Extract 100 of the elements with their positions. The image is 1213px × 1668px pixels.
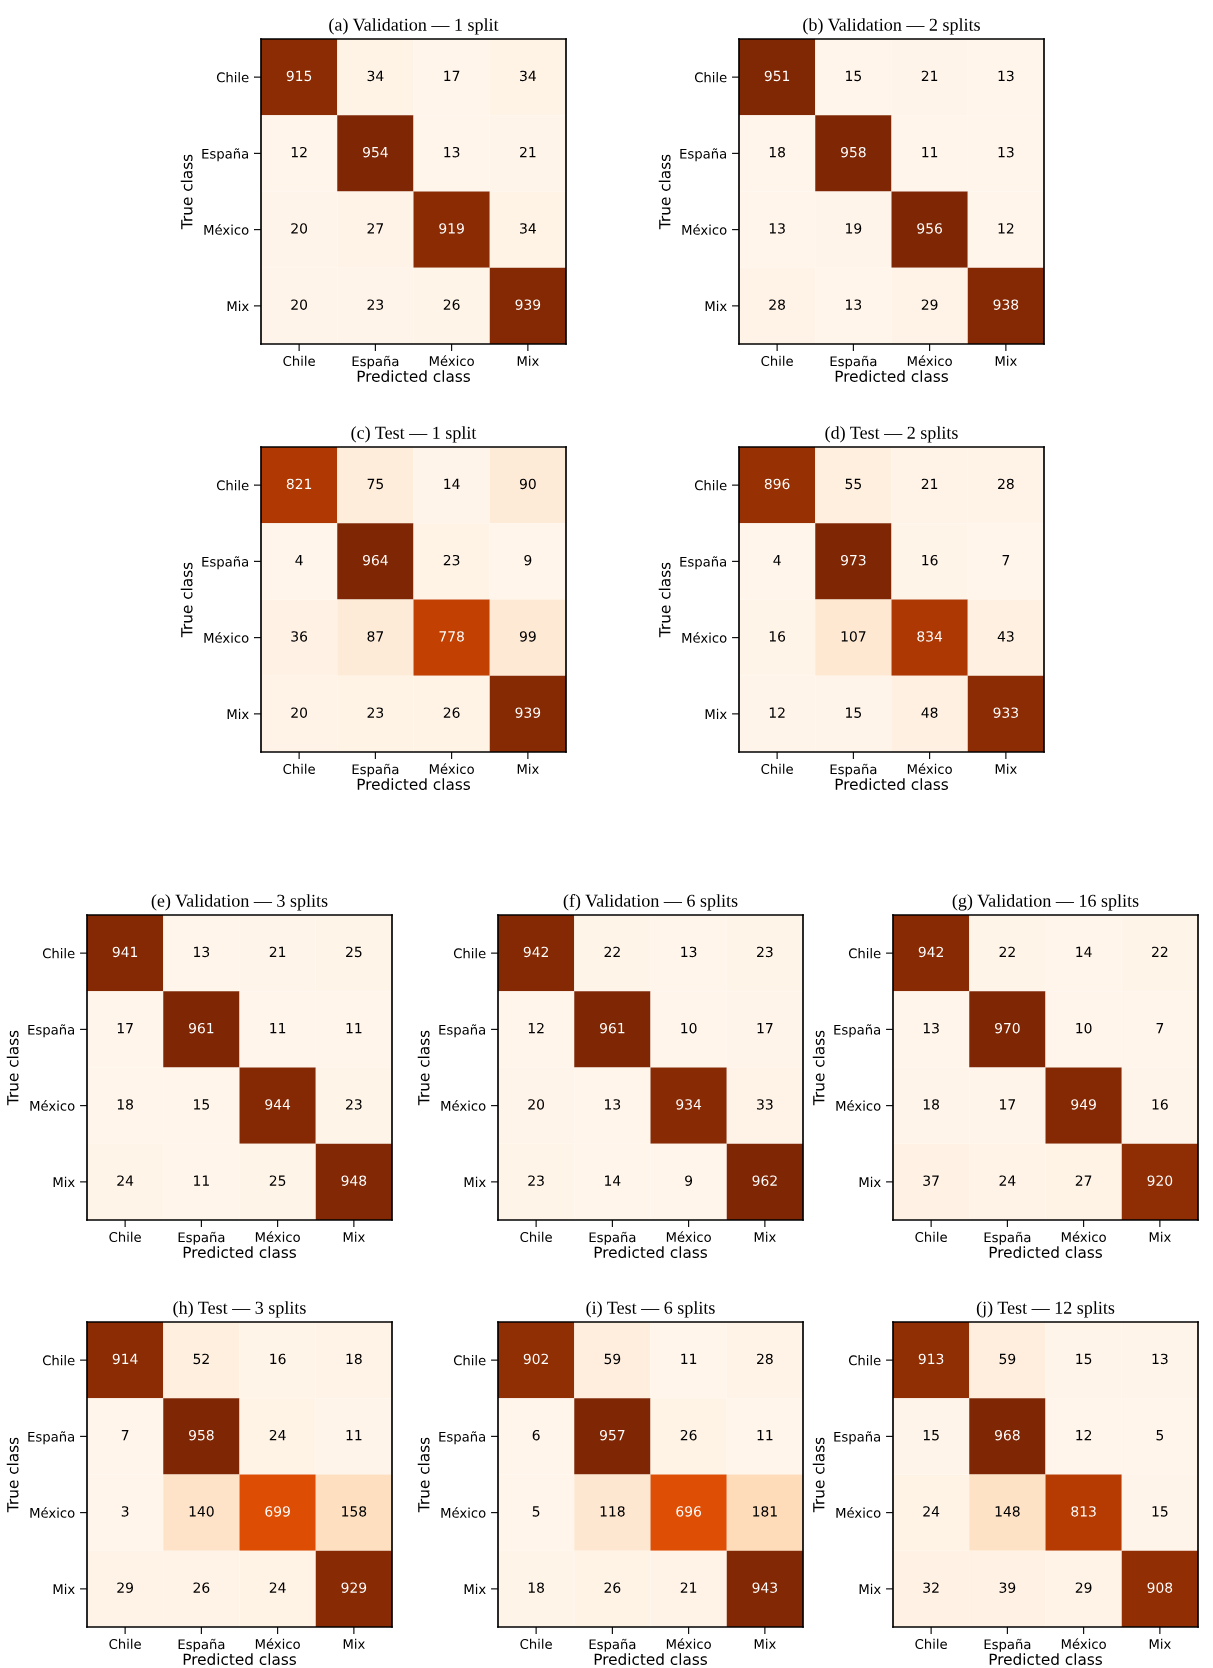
y-tick-label: Chile: [453, 948, 486, 959]
data-label: 13: [681, 946, 697, 958]
y-tick-label: Mix: [227, 300, 249, 311]
y-tick-label: México: [30, 1507, 75, 1518]
data-label: 29: [1075, 1582, 1092, 1593]
x-tick-label: Mix: [343, 1231, 365, 1242]
y-tick-label: Chile: [453, 1355, 486, 1366]
y-tick-label: España: [834, 1024, 880, 1038]
x-tick-label: Chile: [915, 1231, 947, 1243]
data-label: 59: [999, 1353, 1016, 1365]
x-tick-label: Mix: [995, 763, 1017, 774]
data-label: 902: [523, 1353, 548, 1365]
data-label: 34: [367, 70, 384, 82]
x-axis-title: Predicted class: [183, 1246, 296, 1259]
y-tick-label: Chile: [694, 72, 727, 83]
x-tick-label: Chile: [520, 1231, 552, 1243]
y-tick-label: España: [439, 1431, 485, 1445]
data-label: 39: [999, 1582, 1016, 1593]
data-label: 99: [519, 631, 536, 642]
data-label: 3: [121, 1506, 129, 1517]
data-label: 9: [524, 554, 532, 566]
data-label: 140: [189, 1506, 214, 1517]
y-axis-title: True class: [417, 1030, 430, 1106]
chart-title: (g) Validation — 16 splits: [952, 894, 1139, 911]
data-label: 27: [367, 223, 384, 234]
data-label: 951: [764, 70, 790, 82]
data-label: 24: [117, 1175, 134, 1186]
data-label: 942: [918, 946, 943, 958]
x-tick-label: México: [429, 355, 474, 367]
data-label: 22: [604, 946, 620, 957]
data-label: 944: [265, 1099, 291, 1110]
data-label: 954: [362, 146, 388, 158]
data-label: 778: [439, 631, 464, 642]
data-label: 813: [1071, 1506, 1096, 1517]
data-label: 933: [993, 707, 1019, 718]
x-tick-label: Mix: [754, 1638, 776, 1649]
data-label: 943: [752, 1582, 778, 1593]
y-tick-label: España: [439, 1024, 485, 1038]
data-label: 958: [188, 1429, 214, 1441]
data-label: 48: [921, 707, 938, 718]
data-label: 21: [680, 1582, 697, 1593]
data-label: 25: [346, 946, 362, 958]
x-axis-title: Predicted class: [594, 1653, 707, 1666]
x-tick-label: México: [907, 355, 952, 367]
data-label: 87: [367, 631, 384, 642]
x-axis-title: Predicted class: [594, 1246, 707, 1259]
data-label: 914: [112, 1353, 138, 1365]
y-axis-title: True class: [658, 562, 671, 638]
data-label: 20: [291, 707, 308, 718]
data-label: 962: [752, 1175, 777, 1186]
chart-title: (j) Test — 12 splits: [976, 1301, 1115, 1318]
data-label: 14: [444, 478, 460, 489]
data-label: 7: [121, 1430, 129, 1441]
y-axis-title: True class: [812, 1437, 825, 1513]
y-tick-label: México: [30, 1100, 75, 1111]
data-label: 28: [998, 478, 1014, 490]
y-tick-label: España: [28, 1431, 74, 1445]
y-tick-label: México: [441, 1507, 486, 1518]
data-label: 28: [769, 299, 786, 310]
x-tick-label: España: [352, 763, 399, 777]
data-label: 11: [270, 1023, 286, 1034]
data-label: 27: [1075, 1175, 1092, 1186]
y-tick-label: España: [680, 556, 726, 570]
chart-title: (f) Validation — 6 splits: [563, 893, 738, 911]
x-tick-label: México: [666, 1638, 711, 1650]
y-tick-label: México: [204, 632, 249, 643]
data-label: 12: [528, 1022, 544, 1034]
data-label: 15: [846, 70, 861, 82]
y-tick-label: Chile: [216, 480, 249, 491]
data-label: 158: [342, 1506, 367, 1517]
data-label: 919: [439, 223, 464, 234]
x-tick-label: Chile: [283, 355, 315, 367]
x-tick-label: Chile: [520, 1638, 552, 1650]
data-label: 26: [604, 1582, 621, 1593]
y-tick-label: Mix: [705, 708, 727, 719]
y-tick-label: Chile: [42, 948, 75, 959]
x-tick-label: Mix: [517, 355, 539, 366]
y-axis-title: True class: [180, 562, 193, 638]
data-label: 181: [753, 1506, 777, 1517]
data-label: 12: [998, 223, 1014, 234]
y-tick-label: España: [834, 1431, 880, 1445]
x-axis-title: Predicted class: [357, 370, 470, 383]
data-label: 973: [840, 554, 866, 566]
x-tick-label: Chile: [761, 355, 793, 367]
data-label: 942: [523, 946, 548, 958]
data-label: 16: [769, 631, 786, 642]
data-label: 90: [519, 478, 536, 490]
data-label: 696: [676, 1506, 702, 1517]
x-tick-label: México: [1061, 1231, 1106, 1243]
data-label: 896: [764, 478, 790, 490]
x-tick-label: Mix: [995, 355, 1017, 366]
data-label: 22: [1152, 946, 1168, 957]
data-label: 34: [520, 70, 536, 82]
data-label: 11: [922, 147, 938, 158]
data-label: 11: [194, 1175, 209, 1186]
x-tick-label: México: [429, 763, 474, 775]
x-tick-label: España: [589, 1638, 636, 1652]
x-axis-title: Predicted class: [835, 370, 948, 383]
x-tick-label: Chile: [915, 1638, 947, 1650]
data-label: 28: [757, 1353, 773, 1365]
